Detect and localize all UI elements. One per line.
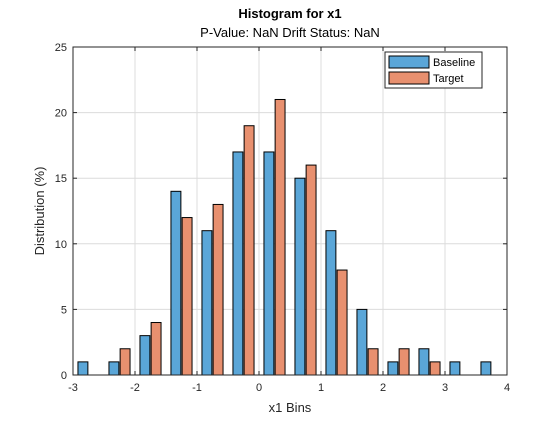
- bar-target-1: [119, 348, 131, 376]
- bar-baseline-9: [356, 308, 368, 376]
- y-axis-label: Distribution (%): [32, 167, 47, 256]
- y-tick-label: 15: [55, 173, 67, 185]
- y-tick-label: 25: [55, 42, 67, 54]
- x-tick-label: -1: [192, 382, 202, 394]
- y-tick-label: 10: [55, 239, 67, 251]
- bar-target-10: [398, 348, 410, 376]
- bar-baseline-2: [139, 335, 151, 376]
- legend-label-baseline: Baseline: [433, 57, 475, 69]
- bar-baseline-4: [201, 230, 213, 376]
- bar-target-6: [274, 98, 286, 376]
- plot-area-border: [72, 46, 508, 376]
- y-axis-tick-labels: 0 5 10 15 20 25: [55, 42, 67, 382]
- bar-baseline-1: [108, 361, 120, 376]
- y-tick-label: 5: [61, 304, 67, 316]
- legend: Baseline Target: [384, 51, 483, 89]
- bar-target-9: [367, 348, 379, 376]
- bar-baseline-10: [387, 361, 399, 376]
- x-axis-tick-labels: -3 -2 -1 0 1 2 3 4: [68, 382, 510, 394]
- x-tick-label: 2: [380, 382, 386, 394]
- x-tick-label: 3: [442, 382, 448, 394]
- chart-subtitle: P-Value: NaN Drift Status: NaN: [200, 25, 380, 40]
- legend-swatch-baseline: [388, 55, 430, 69]
- bar-target-2: [150, 322, 162, 376]
- bar-baseline-13: [480, 361, 492, 376]
- x-tick-label: -2: [130, 382, 140, 394]
- x-axis-label: x1 Bins: [269, 400, 312, 415]
- y-tick-label: 20: [55, 108, 67, 120]
- x-tick-label: 4: [504, 382, 510, 394]
- bars: [77, 98, 492, 376]
- bar-baseline-5: [232, 151, 244, 376]
- y-tick-label: 0: [61, 370, 67, 382]
- bar-target-7: [305, 164, 317, 376]
- legend-label-target: Target: [433, 73, 464, 85]
- bar-target-4: [212, 203, 224, 376]
- chart-title: Histogram for x1: [238, 6, 341, 21]
- axis-ticks: [72, 46, 508, 376]
- bar-baseline-7: [294, 177, 306, 376]
- bar-target-8: [336, 269, 348, 376]
- bar-target-11: [429, 361, 441, 376]
- bar-target-3: [181, 217, 193, 376]
- bar-baseline-11: [418, 348, 430, 376]
- bar-baseline-0: [77, 361, 89, 376]
- x-tick-label: 1: [318, 382, 324, 394]
- bar-baseline-6: [263, 151, 275, 376]
- legend-swatch-target: [388, 71, 430, 85]
- bar-baseline-3: [170, 190, 182, 376]
- x-tick-label: 0: [256, 382, 262, 394]
- bar-baseline-8: [325, 230, 337, 376]
- bar-target-5: [243, 125, 255, 376]
- bar-baseline-12: [449, 361, 461, 376]
- x-tick-label: -3: [68, 382, 78, 394]
